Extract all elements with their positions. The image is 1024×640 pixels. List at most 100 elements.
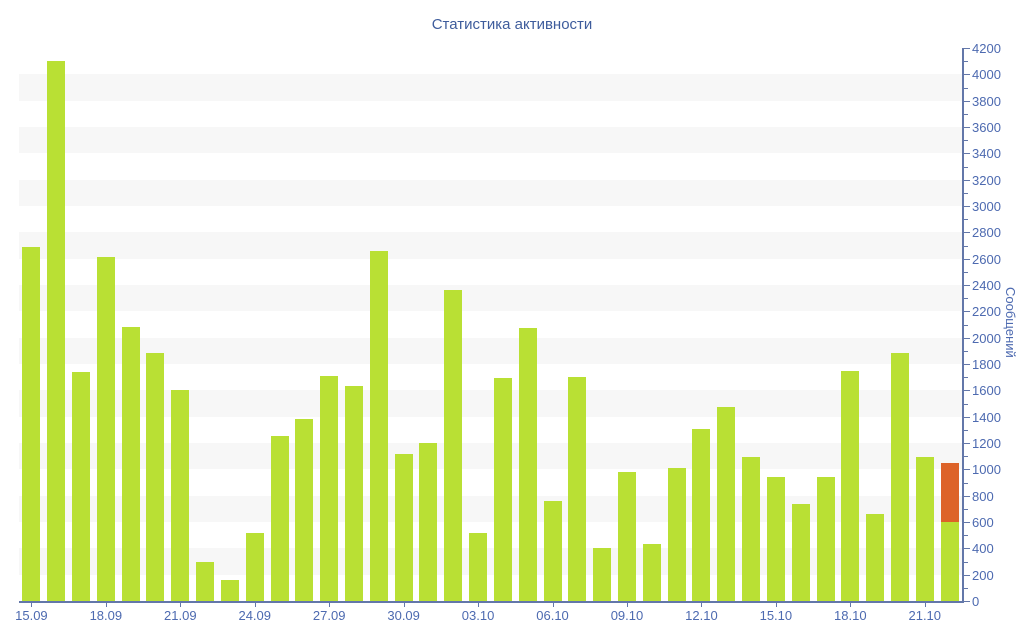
bar-20.10[interactable] xyxy=(890,353,909,601)
x-tick-label: 24.09 xyxy=(238,608,272,623)
bar-14.10[interactable] xyxy=(742,457,761,601)
bar-02.10[interactable] xyxy=(444,290,463,601)
bar-17.09[interactable] xyxy=(72,371,91,601)
bar-03.10[interactable] xyxy=(469,532,488,601)
y-major-tick xyxy=(964,179,970,181)
y-minor-tick xyxy=(964,350,968,352)
x-major-tick xyxy=(105,603,107,607)
bar-15.09[interactable] xyxy=(22,246,41,601)
bar-13.10[interactable] xyxy=(717,407,736,601)
y-major-tick xyxy=(964,390,970,392)
bar-09.10[interactable] xyxy=(617,471,636,601)
y-minor-tick xyxy=(964,87,968,89)
bar-28.09[interactable] xyxy=(345,386,363,601)
y-minor-tick xyxy=(964,298,968,300)
bar-25.09[interactable] xyxy=(270,436,289,601)
bar-21.10[interactable] xyxy=(915,457,934,601)
y-major-tick xyxy=(964,74,970,76)
x-major-tick xyxy=(701,603,703,607)
y-minor-tick xyxy=(964,192,968,194)
bar-18.10[interactable] xyxy=(841,370,860,601)
x-major-tick xyxy=(850,603,852,607)
grid-stripe xyxy=(19,232,962,259)
y-major-tick xyxy=(964,258,970,260)
bar-29.09[interactable] xyxy=(369,250,388,601)
y-tick-label: 2600 xyxy=(972,251,1001,267)
bar-22.09[interactable] xyxy=(196,561,215,601)
grid-stripe xyxy=(19,337,962,364)
y-minor-tick xyxy=(964,271,968,273)
y-minor-tick xyxy=(964,403,968,405)
bar-30.09[interactable] xyxy=(394,453,413,601)
bar-22.10[interactable] xyxy=(940,522,959,601)
x-major-tick xyxy=(626,603,628,607)
bar-21.09[interactable] xyxy=(171,390,190,601)
y-tick-label: 3000 xyxy=(972,199,1001,214)
bar-18.09[interactable] xyxy=(96,257,115,601)
x-major-tick xyxy=(478,603,480,607)
y-major-tick xyxy=(964,364,970,365)
bar-05.10[interactable] xyxy=(518,328,537,601)
bar-07.10[interactable] xyxy=(568,377,587,601)
bar-01.10[interactable] xyxy=(419,443,438,601)
grid-stripe xyxy=(19,127,962,154)
y-minor-tick xyxy=(964,508,968,510)
y-tick-label: 3800 xyxy=(972,93,1001,109)
y-tick-label: 2200 xyxy=(972,304,1001,320)
y-minor-tick xyxy=(964,166,968,168)
y-tick-label: 3200 xyxy=(972,172,1001,188)
y-tick-label: 2000 xyxy=(972,330,1001,346)
y-minor-tick xyxy=(964,456,968,458)
y-major-tick xyxy=(964,574,970,576)
y-tick-label: 0 xyxy=(972,594,980,609)
y-major-tick xyxy=(964,469,970,471)
y-tick-label: 2800 xyxy=(972,225,1001,241)
y-major-tick xyxy=(964,127,970,128)
x-major-tick xyxy=(254,603,256,607)
bar-17.10[interactable] xyxy=(816,477,835,601)
y-tick-label: 4200 xyxy=(972,41,1001,56)
bar-24.09[interactable] xyxy=(245,532,264,601)
x-major-tick xyxy=(329,603,331,607)
y-tick-label: 1600 xyxy=(972,383,1001,399)
bar-12.10[interactable] xyxy=(692,428,711,601)
y-tick-label: 4000 xyxy=(972,67,1001,83)
x-major-tick xyxy=(31,603,33,607)
bar-15.10[interactable] xyxy=(766,477,785,601)
y-tick-label: 1400 xyxy=(972,409,1001,425)
bar-19.10[interactable] xyxy=(866,514,885,601)
bar-16.09[interactable] xyxy=(47,61,66,601)
y-major-tick xyxy=(964,100,970,102)
y-axis-line xyxy=(962,48,964,603)
bar-08.10[interactable] xyxy=(593,548,612,601)
x-major-tick xyxy=(775,603,777,607)
y-major-tick xyxy=(964,48,970,49)
y-major-tick xyxy=(964,601,970,602)
bar-20.09[interactable] xyxy=(146,353,165,601)
bar-04.10[interactable] xyxy=(493,378,512,601)
y-minor-tick xyxy=(964,219,968,221)
bar-23.09[interactable] xyxy=(220,579,239,601)
y-tick-label: 2400 xyxy=(972,278,1001,293)
y-axis-title: Сообщений xyxy=(1003,286,1018,358)
y-tick-label: 1200 xyxy=(972,436,1001,451)
bar-19.09[interactable] xyxy=(121,327,140,601)
bar-27.09[interactable] xyxy=(320,375,339,601)
y-major-tick xyxy=(964,232,970,234)
bar-10.10[interactable] xyxy=(642,544,661,601)
y-minor-tick xyxy=(964,587,968,589)
bar-11.10[interactable] xyxy=(667,468,686,601)
x-tick-label: 30.09 xyxy=(387,608,420,623)
y-tick-label: 800 xyxy=(972,488,994,504)
y-minor-tick xyxy=(964,561,968,563)
bar-06.10[interactable] xyxy=(543,500,562,601)
y-minor-tick xyxy=(964,61,968,63)
y-minor-tick xyxy=(964,140,968,142)
y-major-tick xyxy=(964,522,970,523)
y-major-tick xyxy=(964,285,970,286)
y-tick-label: 3600 xyxy=(972,120,1001,135)
bar-26.09[interactable] xyxy=(295,419,314,601)
bar-16.10[interactable] xyxy=(791,503,810,601)
y-minor-tick xyxy=(964,482,968,484)
bar-highlight-22.10[interactable] xyxy=(940,462,959,522)
